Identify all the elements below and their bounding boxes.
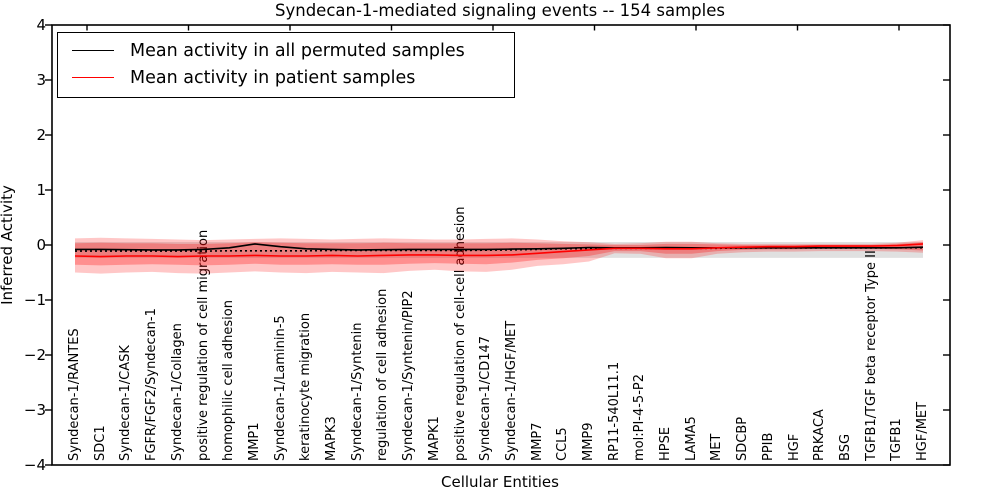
x-tick-label: Syndecan-1/Syntenin: [349, 322, 365, 462]
y-tick-label: 4: [36, 16, 46, 34]
x-tick-label: SDC1: [92, 425, 108, 461]
x-tick-label: SDCBP: [735, 416, 751, 461]
x-tick-label: Syndecan-1/CASK: [118, 345, 134, 461]
x-tick-label: Syndecan-1/RANTES: [67, 328, 82, 461]
y-tick-label: 3: [36, 71, 46, 89]
x-tick-label: MAPK1: [426, 416, 442, 461]
y-tick-label: −2: [23, 346, 46, 364]
legend-label-patient: Mean activity in patient samples: [130, 67, 416, 88]
x-tick-label: regulation of cell adhesion: [375, 288, 391, 461]
x-tick-label: Syndecan-1/Collagen: [169, 323, 185, 461]
x-tick-label: positive regulation of cell-cell adhesio…: [452, 206, 468, 461]
y-tick-label: 1: [36, 181, 46, 199]
x-tick-label: TGFB1/TGF beta receptor Type II: [863, 250, 879, 461]
legend-line-black: [72, 50, 114, 51]
x-tick-label: MAPK3: [324, 416, 339, 461]
y-tick-label: −4: [23, 456, 46, 474]
x-tick-label: positive regulation of cell migration: [195, 229, 211, 461]
x-tick-label: Syndecan-1/Laminin-5: [272, 315, 288, 461]
legend-item-permuted: Mean activity in all permuted samples: [72, 37, 504, 64]
x-tick-label: HGF: [786, 433, 802, 461]
x-tick-label: Syndecan-1/HGF/MET: [503, 320, 519, 461]
x-tick-label: TGFB1: [889, 418, 905, 461]
x-tick-label: homophilic cell adhesion: [221, 300, 237, 461]
x-tick-label: Syndecan-1/Syntenin/PIP2: [401, 290, 417, 461]
legend: Mean activity in all permuted samples Me…: [57, 32, 515, 98]
x-tick-label: RP11-540L11.1: [606, 361, 622, 461]
legend-item-patient: Mean activity in patient samples: [72, 64, 504, 91]
x-tick-label: MMP1: [246, 422, 262, 461]
y-tick-label: 0: [36, 236, 46, 254]
x-tick-label: MMP9: [580, 422, 596, 461]
x-tick-label: keratinocyte migration: [298, 312, 314, 461]
x-tick-label: LAMA5: [683, 416, 699, 461]
x-tick-label: HGF/MET: [915, 401, 930, 461]
x-tick-label: MET: [709, 433, 725, 461]
x-tick-label: MMP7: [529, 422, 545, 461]
x-tick-label: mol:PI-4-5-P2: [632, 373, 648, 461]
x-tick-label: PRKACA: [812, 409, 828, 461]
x-tick-label: Syndecan-1/CD147: [478, 335, 494, 461]
y-tick-label: −1: [23, 291, 46, 309]
x-tick-label: HPSE: [658, 426, 673, 461]
y-tick-label: 2: [36, 126, 46, 144]
chart-title: Syndecan-1-mediated signaling events -- …: [275, 1, 725, 20]
legend-label-permuted: Mean activity in all permuted samples: [130, 40, 465, 61]
legend-line-red: [72, 77, 114, 78]
x-tick-label: CCL5: [555, 427, 571, 461]
y-tick-label: −3: [23, 401, 46, 419]
x-tick-label: FGFR/FGF2/Syndecan-1: [144, 308, 160, 461]
x-tick-label: PPIB: [760, 432, 776, 461]
x-tick-label: BSG: [837, 433, 853, 461]
x-axis-label: Cellular Entities: [441, 473, 559, 491]
